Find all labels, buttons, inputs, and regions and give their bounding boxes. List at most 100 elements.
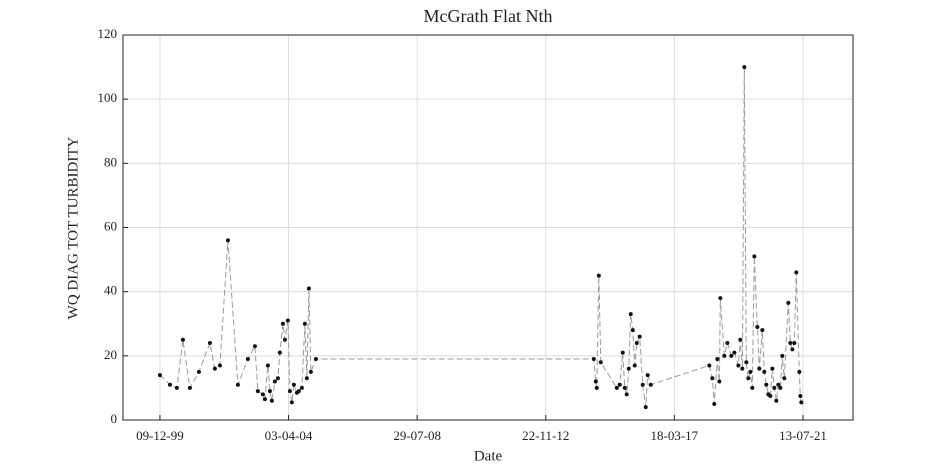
- data-point: [712, 401, 717, 406]
- data-point: [797, 369, 802, 374]
- data-point: [282, 337, 287, 342]
- data-point: [715, 357, 720, 362]
- data-point: [617, 382, 622, 387]
- data-point: [755, 324, 760, 329]
- data-point: [799, 400, 804, 405]
- data-point: [217, 363, 222, 368]
- data-point: [280, 321, 285, 326]
- data-point: [302, 321, 307, 326]
- data-point: [736, 363, 741, 368]
- plot-frame: [122, 34, 854, 421]
- data-point: [710, 376, 715, 381]
- data-point: [291, 382, 296, 387]
- data-point: [707, 363, 712, 368]
- data-point: [296, 389, 301, 394]
- data-point: [285, 318, 290, 323]
- data-point: [725, 341, 730, 345]
- data-point: [782, 376, 787, 381]
- data-point: [313, 357, 318, 362]
- data-point: [746, 376, 751, 381]
- data-point: [794, 270, 799, 275]
- data-point: [187, 385, 192, 390]
- data-point: [742, 65, 747, 70]
- data-point: [269, 398, 274, 403]
- data-point: [744, 360, 749, 365]
- data-point: [632, 363, 637, 368]
- data-point: [304, 376, 309, 381]
- data-point: [626, 366, 631, 371]
- data-point: [212, 366, 217, 371]
- data-point: [776, 382, 781, 387]
- data-point: [593, 379, 598, 384]
- data-point: [265, 363, 270, 368]
- data-point: [306, 286, 311, 291]
- data-point: [180, 337, 185, 342]
- data-point: [287, 389, 292, 394]
- data-point: [255, 389, 260, 394]
- data-point: [594, 385, 599, 390]
- data-point: [628, 312, 633, 317]
- data-point: [620, 350, 625, 355]
- data-point: [729, 353, 734, 358]
- data-point: [772, 385, 777, 390]
- data-point: [245, 357, 250, 362]
- y-tick-label: 40: [104, 283, 117, 298]
- data-point: [774, 398, 779, 403]
- data-point: [272, 379, 277, 384]
- data-point: [308, 369, 313, 374]
- data-point: [786, 300, 791, 305]
- data-point: [174, 385, 179, 390]
- data-point: [630, 328, 635, 333]
- data-point: [648, 382, 653, 387]
- y-tick-label: 60: [104, 218, 117, 233]
- data-point: [770, 366, 775, 371]
- data-point: [717, 379, 722, 384]
- data-point: [757, 366, 762, 371]
- data-point: [738, 337, 743, 342]
- data-point: [640, 382, 645, 387]
- data-point: [598, 360, 603, 365]
- data-point: [732, 350, 737, 355]
- data-point: [622, 385, 627, 390]
- data-point: [299, 385, 304, 390]
- data-point: [157, 373, 162, 378]
- data-point: [267, 389, 272, 394]
- chart-title: McGrath Flat Nth: [424, 6, 553, 26]
- data-point: [752, 254, 757, 259]
- data-point: [764, 382, 769, 387]
- data-point: [167, 382, 172, 387]
- data-point: [788, 341, 793, 345]
- x-tick-label: 03-04-04: [265, 428, 313, 443]
- x-axis-label: Date: [474, 448, 503, 464]
- data-point: [591, 357, 596, 362]
- data-point: [748, 369, 753, 374]
- data-point: [645, 373, 650, 378]
- x-tick-label: 13-07-21: [779, 428, 827, 443]
- y-axis-label: WQ DIAG TOT TURBIDITY: [65, 137, 81, 320]
- data-point: [235, 382, 240, 387]
- data-point: [262, 397, 267, 402]
- data-point: [762, 369, 767, 374]
- data-point: [718, 296, 723, 301]
- data-point: [596, 273, 601, 278]
- data-point: [750, 385, 755, 390]
- data-point: [798, 393, 803, 398]
- data-point: [260, 392, 265, 397]
- data-point: [740, 366, 745, 371]
- data-point: [275, 376, 280, 381]
- data-point: [207, 341, 212, 345]
- data-point: [634, 341, 639, 345]
- data-point: [196, 369, 201, 374]
- data-point: [289, 400, 294, 405]
- data-point: [252, 344, 257, 349]
- data-point: [643, 405, 648, 410]
- data-point: [780, 353, 785, 358]
- data-point: [790, 347, 795, 352]
- y-tick-label: 20: [104, 347, 117, 362]
- y-tick-label: 80: [104, 154, 117, 169]
- y-tick-label: 100: [98, 90, 118, 105]
- x-tick-label: 29-07-08: [393, 428, 441, 443]
